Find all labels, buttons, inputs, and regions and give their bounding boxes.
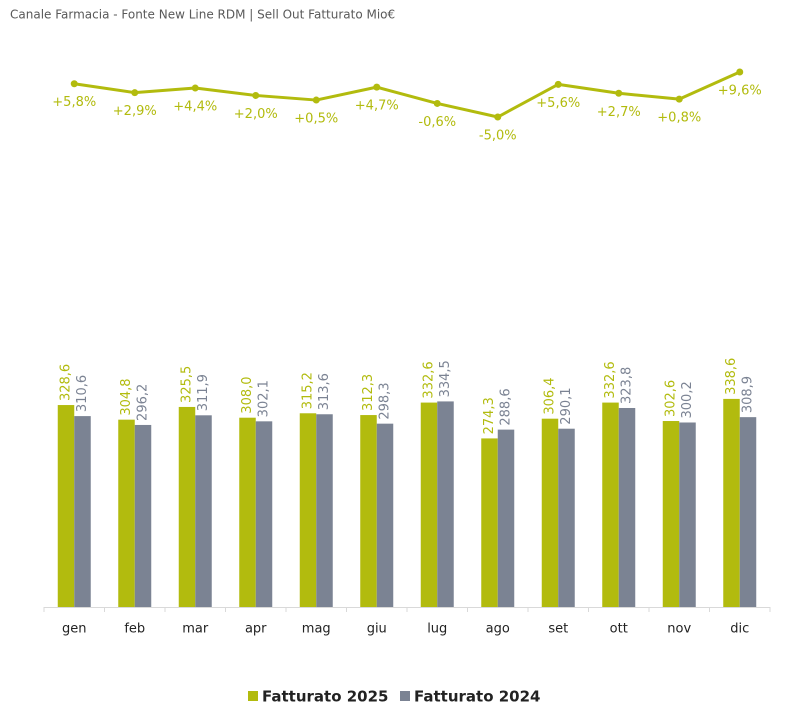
bar — [739, 417, 757, 607]
chart-title: Canale Farmacia - Fonte New Line RDM | S… — [10, 8, 395, 22]
value-label: 296,2 — [136, 384, 151, 421]
bar — [316, 414, 333, 607]
bar — [134, 424, 152, 607]
value-label: 332,6 — [422, 361, 437, 398]
value-label: 332,6 — [603, 361, 618, 398]
value-label: 290,1 — [559, 387, 574, 424]
line-point — [131, 89, 139, 97]
bar — [360, 415, 377, 607]
x-tick-label: ott — [610, 622, 628, 637]
bar — [299, 413, 317, 607]
value-label: 315,2 — [301, 372, 316, 409]
value-label: 304,8 — [119, 378, 134, 415]
value-label: 323,8 — [620, 367, 635, 404]
legend-label: Fatturato 2025 — [262, 688, 388, 706]
bar — [497, 429, 515, 607]
value-label: +4,7% — [355, 99, 399, 114]
x-tick-label: gen — [62, 622, 87, 637]
value-label: 334,5 — [438, 360, 453, 397]
value-label: +5,6% — [536, 96, 580, 111]
value-label: 313,6 — [317, 373, 332, 410]
value-label: 298,3 — [378, 382, 393, 419]
bar — [255, 421, 273, 607]
bar — [558, 428, 575, 607]
value-label: +9,6% — [718, 84, 762, 99]
line-point — [494, 113, 502, 121]
value-label: -0,6% — [418, 115, 456, 130]
bar — [618, 407, 636, 607]
line-point — [252, 91, 260, 99]
bar — [602, 402, 619, 607]
value-label: 288,6 — [499, 388, 514, 425]
value-label: 300,2 — [680, 381, 695, 418]
line-point — [373, 83, 381, 91]
line-point — [70, 80, 78, 88]
bar — [420, 402, 438, 607]
bar — [723, 398, 740, 607]
value-label: 302,1 — [257, 380, 272, 417]
bar — [178, 406, 196, 607]
bar — [481, 438, 498, 607]
x-tick-label: mar — [182, 622, 209, 637]
value-label: 308,0 — [240, 376, 255, 413]
x-tick-label: apr — [245, 622, 267, 637]
line-point — [312, 96, 320, 104]
bar — [118, 419, 135, 607]
x-tick-label: giu — [367, 622, 387, 637]
x-tick-label: nov — [667, 622, 691, 637]
bar — [57, 405, 75, 607]
value-label: 274,3 — [482, 397, 497, 434]
line-point — [736, 68, 744, 76]
value-label: 308,9 — [741, 376, 756, 413]
bar — [195, 415, 212, 607]
value-label: +2,7% — [597, 105, 641, 120]
bar — [239, 417, 256, 607]
value-label: 338,6 — [724, 358, 739, 395]
value-label: 311,9 — [196, 374, 211, 411]
value-label: 306,4 — [543, 377, 558, 414]
legend-swatch — [400, 691, 410, 701]
value-label: +2,9% — [113, 104, 157, 119]
value-label: 310,6 — [75, 375, 90, 412]
x-tick-label: mag — [302, 622, 331, 637]
line-point — [675, 95, 683, 103]
value-label: +0,5% — [294, 112, 338, 127]
bar — [662, 421, 680, 607]
line-point — [554, 80, 562, 88]
value-label: -5,0% — [479, 129, 517, 144]
value-label: +4,4% — [173, 100, 217, 115]
bar — [437, 401, 454, 607]
x-tick-label: ago — [486, 622, 510, 637]
legend-swatch — [248, 691, 258, 701]
line-point — [433, 99, 441, 107]
bar — [541, 418, 559, 607]
value-label: +5,8% — [52, 95, 96, 110]
bar — [376, 423, 394, 607]
bar — [74, 416, 91, 607]
value-label: 325,5 — [180, 366, 195, 403]
line-point — [191, 84, 199, 92]
line-point — [615, 89, 623, 97]
x-tick-label: dic — [730, 622, 749, 637]
x-tick-label: feb — [124, 622, 145, 637]
line — [74, 70, 741, 119]
legend-label: Fatturato 2024 — [414, 688, 540, 706]
value-label: 302,6 — [664, 380, 679, 417]
value-label: +2,0% — [234, 107, 278, 122]
value-label: +0,8% — [657, 111, 701, 126]
x-tick-label: set — [548, 622, 568, 637]
value-label: 312,3 — [361, 374, 376, 411]
x-tick-label: lug — [427, 622, 447, 637]
value-label: 328,6 — [59, 364, 74, 401]
bar — [679, 422, 696, 607]
